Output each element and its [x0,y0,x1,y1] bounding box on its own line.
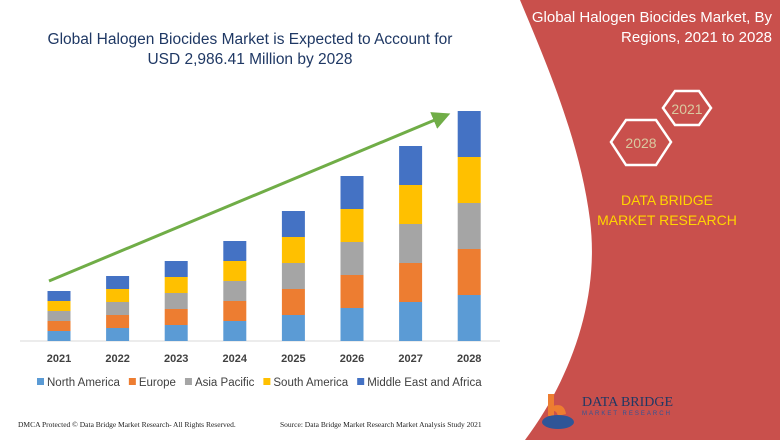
legend-label: South America [273,377,348,389]
side-title: Global Halogen Biocides Market, By Regio… [531,9,772,46]
year-hexagons: 2021 2028 [609,89,713,167]
legend-label: North America [47,377,120,389]
stacked-bar-chart: 2021 2022 2023 2024 2025 2026 2027 2028 North Am… [20,111,500,389]
x-tick-label: 2021 [47,353,71,365]
bar-segment [106,289,130,302]
bar-segment [281,315,305,341]
x-tick-label: 2027 [398,353,422,365]
hexagon-2028 [609,118,673,167]
bar-segment [399,263,423,302]
bar-segment [164,277,188,293]
legend-label: Asia Pacific [195,377,255,389]
bar-segment [340,275,364,308]
red-side-panel [520,0,780,440]
bar-segment [164,293,188,309]
bar-segment [340,242,364,275]
x-tick-label: 2026 [340,353,364,365]
bar-segment [106,328,130,341]
bar-segment [281,237,305,263]
x-tick-label: 2024 [223,353,248,365]
bar-segment [164,261,188,277]
bar-segment [223,321,247,341]
bar-segment [47,331,71,341]
x-tick-label: 2028 [457,353,481,365]
bar-segment [457,157,481,203]
bar-segment [399,224,423,263]
footer-source: Source: Data Bridge Market Research Mark… [280,420,482,429]
legend-swatch [37,378,44,385]
trend-arrow [48,112,451,283]
brand-text: DATA BRIDGE MARKET RESEARCH [597,192,737,228]
bar-segment [457,295,481,341]
bar-segment [340,209,364,242]
bar-segment [106,315,130,328]
bar-segment [340,308,364,341]
hexagon-2021 [661,89,713,127]
hex-label-2021: 2021 [671,101,702,117]
bar-segment [457,111,481,157]
footer-copyright: DMCA Protected © Data Bridge Market Rese… [18,420,236,429]
bar-segment [457,249,481,295]
legend-swatch [263,378,271,385]
bar-segment [340,176,364,209]
bar-segment [223,241,247,261]
chart-title: Global Halogen Biocides Market is Expect… [47,31,453,68]
bar-segment [399,185,423,224]
bar-segment [164,325,188,341]
bar-segment [47,311,71,321]
bar-segment [106,302,130,315]
legend-swatch [357,378,365,385]
logo-name: DATA BRIDGE [582,395,674,410]
legend-label: Middle East and Africa [367,377,482,389]
legend-label: Europe [139,377,176,389]
bar-segment [457,203,481,249]
bar-segment [281,263,305,289]
bar-segment [281,211,305,237]
bar-segment [106,276,130,289]
bar-segment [399,146,423,185]
bar-segment [223,261,247,281]
bar-segment [399,302,423,341]
bar-segment [281,289,305,315]
legend-swatch [184,378,192,385]
logo-sub: MARKET RESEARCH [582,411,672,417]
bar-segment [47,321,71,331]
x-tick-label: 2022 [105,353,129,365]
logo-icon [542,394,574,429]
hex-label-2028: 2028 [625,135,656,151]
bar-segment [47,301,71,311]
x-tick-label: 2025 [281,353,305,365]
bar-segment [223,281,247,301]
bar-segment [164,309,188,325]
x-tick-label: 2023 [164,353,188,365]
legend-swatch [128,378,136,385]
bar-segment [47,291,71,301]
bar-segment [223,301,247,321]
